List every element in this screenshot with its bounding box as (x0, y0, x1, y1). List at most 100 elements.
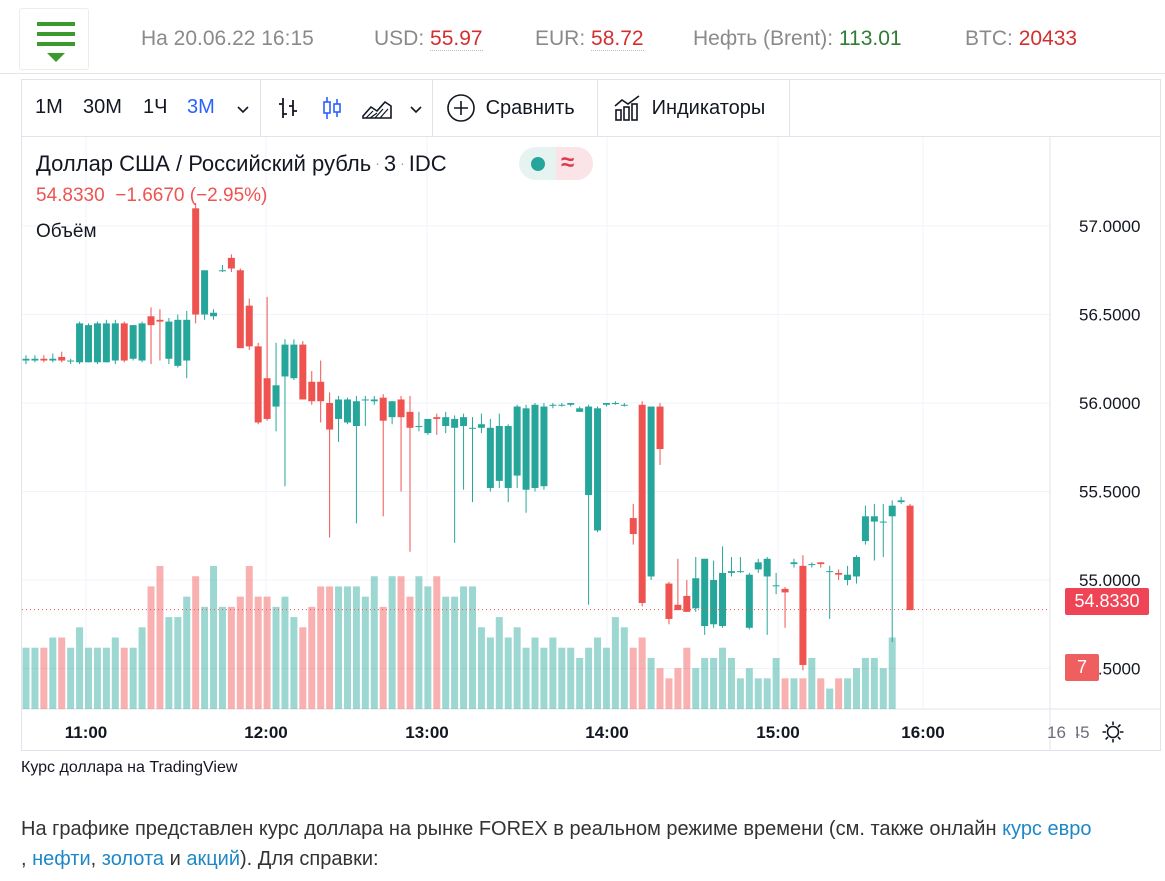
chart-caption[interactable]: Курс доллара на TradingView (21, 759, 238, 776)
link-euro[interactable]: курс евро (1002, 818, 1092, 840)
candle-body (299, 344, 307, 400)
interval-1m[interactable]: 1М (35, 96, 63, 118)
volume-bar (129, 647, 137, 709)
volume-bar (58, 637, 66, 709)
candle-body (165, 321, 173, 359)
ticker-brent[interactable]: Нефть (Brent): 113.01 (693, 27, 902, 51)
y-tick-label: 56.5000 (1079, 306, 1140, 325)
candle-body (335, 399, 343, 419)
volume-bar (772, 657, 780, 709)
symbol-legend[interactable]: Доллар США / Российский рубль · 3 · IDC (36, 151, 447, 177)
volume-bar (513, 627, 521, 709)
volume-bar (469, 586, 476, 709)
x-tick-label: 16:00 (901, 723, 944, 742)
candlestick-chart[interactable]: 57.000056.500056.000055.500055.000054.50… (22, 137, 1160, 750)
volume-bar (272, 606, 280, 709)
volume-bar (790, 678, 798, 709)
volume-bar (210, 566, 218, 709)
x-tick-label: 13:00 (405, 723, 448, 742)
market-status-badge[interactable]: ≈ (519, 147, 593, 180)
indicators-icon (614, 95, 640, 121)
volume-bar (879, 668, 887, 709)
volume-bar (102, 647, 110, 709)
menu-button[interactable] (19, 8, 89, 70)
candle-body (138, 323, 146, 361)
candle-body (308, 381, 316, 402)
candle-body (469, 427, 476, 429)
volume-bar (335, 586, 343, 709)
volume-bar (719, 647, 727, 709)
para-text: , (21, 848, 33, 870)
candle-body (263, 378, 271, 419)
candle-body (174, 319, 182, 366)
candle-body (781, 588, 789, 593)
candle-body (85, 325, 93, 363)
candle-body (906, 505, 914, 611)
volume-bar (326, 586, 334, 709)
candles-icon[interactable] (318, 94, 346, 122)
candle-body (192, 208, 200, 315)
last-price: 54.8330 (36, 185, 105, 206)
volume-bar (844, 678, 852, 709)
candle-body (772, 585, 780, 587)
volume-bar (183, 596, 191, 709)
volume-bar (299, 627, 307, 709)
interval-3m[interactable]: 3М (187, 96, 215, 118)
volume-bar (495, 617, 503, 709)
indicators-button[interactable]: Индикаторы (612, 93, 765, 123)
toolbar-divider (597, 80, 598, 137)
volume-bar (522, 647, 530, 709)
candle-body (183, 319, 191, 361)
volume-bar (888, 637, 896, 709)
ohlc-values: 54.8330 −1.6670 (−2.95%) (36, 185, 267, 207)
candle-body (281, 344, 289, 377)
gear-icon[interactable] (1101, 720, 1125, 744)
volume-bar (817, 678, 825, 709)
volume-bar (558, 647, 566, 709)
ticker-eur[interactable]: EUR: 58.72 (535, 27, 644, 51)
interval-1h[interactable]: 1Ч (143, 96, 168, 118)
ticker-btc[interactable]: BTC: 20433 (965, 27, 1077, 51)
volume-bar (656, 668, 664, 709)
volume-bar (361, 596, 369, 709)
candle-body (558, 404, 566, 406)
volume-bar (308, 606, 316, 709)
candle-body (388, 401, 396, 418)
link-oil[interactable]: нефти (32, 848, 91, 870)
candle-body (531, 404, 539, 488)
link-gold[interactable]: золота (101, 848, 165, 870)
candle-body (120, 323, 128, 361)
candle-body (102, 323, 110, 363)
bars-icon[interactable] (274, 94, 302, 122)
y-tick-label: 57.0000 (1079, 217, 1140, 236)
ticker-usd[interactable]: USD: 55.97 (374, 27, 483, 51)
chevron-down-icon[interactable] (234, 100, 252, 118)
area-icon[interactable] (361, 94, 393, 122)
compare-button[interactable]: Сравнить (446, 93, 575, 123)
description-paragraph: На графике представлен курс доллара на р… (21, 814, 1161, 874)
candle-body (343, 399, 351, 423)
candle-body (576, 408, 584, 412)
candle-body (844, 574, 852, 581)
chevron-down-icon[interactable] (407, 100, 425, 118)
volume-bar (870, 657, 878, 709)
volume-bar (254, 596, 262, 709)
candle-body (611, 403, 619, 405)
candle-body (620, 404, 628, 406)
candle-body (656, 406, 664, 450)
candle-body (799, 565, 807, 665)
volume-bar (692, 668, 700, 709)
volume-legend[interactable]: Объём (36, 221, 97, 242)
axis-clip (1066, 717, 1076, 747)
volume-bar (585, 647, 593, 709)
candle-body (638, 404, 646, 604)
candle-body (870, 516, 878, 522)
candle-body (808, 564, 816, 566)
candle-body (361, 399, 369, 401)
candle-body (397, 399, 405, 418)
interval-30m[interactable]: 30М (83, 96, 122, 118)
candle-body (227, 257, 235, 269)
volume-bar (808, 657, 816, 709)
tradingview-widget: 1М 30М 1Ч 3М Сравнить (21, 79, 1161, 751)
link-stocks[interactable]: акций (186, 848, 240, 870)
